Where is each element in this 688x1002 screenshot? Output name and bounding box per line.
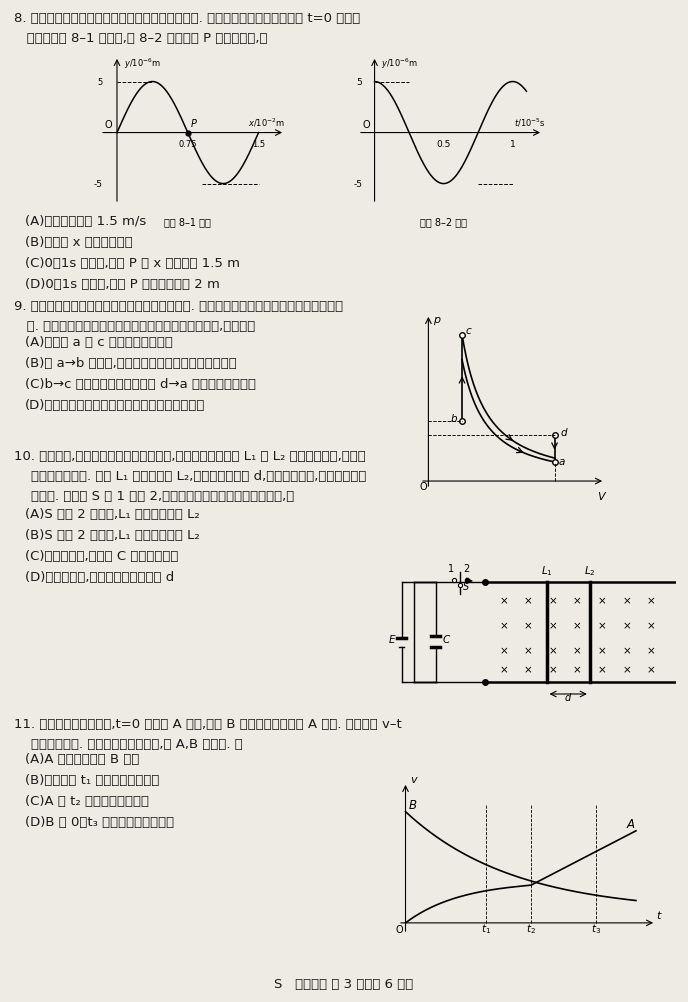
Text: $\it{b}$: $\it{b}$ [450, 411, 458, 423]
Text: $C$: $C$ [442, 633, 451, 645]
Text: (C)0～1s 时间内,质点 P 沿 x 轴运动了 1.5 m: (C)0～1s 时间内,质点 P 沿 x 轴运动了 1.5 m [25, 257, 240, 270]
Text: ×: × [499, 664, 508, 674]
Text: $\it{c}$: $\it{c}$ [465, 326, 473, 336]
Text: -5: -5 [353, 180, 362, 189]
Text: ×: × [548, 595, 557, 605]
Text: $t_3$: $t_3$ [591, 921, 601, 935]
Text: $L_2$: $L_2$ [584, 564, 596, 578]
Text: ×: × [623, 664, 631, 674]
Text: ×: × [499, 595, 508, 605]
Text: $t$/10$^{-5}$s: $t$/10$^{-5}$s [514, 117, 546, 129]
Text: $V$: $V$ [596, 490, 607, 501]
Text: 5: 5 [98, 78, 103, 87]
Text: $v$: $v$ [409, 775, 418, 785]
Text: (D)在一次循环过程中吸收的热量小于放出的热量: (D)在一次循环过程中吸收的热量小于放出的热量 [25, 399, 206, 412]
Text: (D)运动稳定后,两棒之间的距离大于 d: (D)运动稳定后,两棒之间的距离大于 d [25, 570, 174, 583]
Text: (B)S 拨到 2 的瞬间,L₁ 的加速度大于 L₂: (B)S 拨到 2 的瞬间,L₁ 的加速度大于 L₂ [25, 528, 200, 541]
Text: ×: × [623, 645, 631, 655]
Text: ×: × [598, 664, 606, 674]
Text: 11. 带电粒子碰撞实验中,t=0 时粒子 A 静止,粒子 B 以一定的初速度向 A 运动. 两粒子的 v–t: 11. 带电粒子碰撞实验中,t=0 时粒子 A 静止,粒子 B 以一定的初速度向… [14, 717, 402, 730]
Text: ×: × [524, 645, 533, 655]
Text: 5: 5 [356, 78, 362, 87]
Text: 垂直且接触良好. 已知 L₁ 的电阻大于 L₂,两棒间的距离为 d,不计导轨电阻,忽略电流产生: 垂直且接触良好. 已知 L₁ 的电阻大于 L₂,两棒间的距离为 d,不计导轨电阻… [14, 470, 367, 483]
Text: O: O [105, 120, 112, 130]
Text: ×: × [573, 664, 582, 674]
Text: ×: × [524, 620, 533, 630]
Text: ×: × [647, 664, 656, 674]
Text: $A$: $A$ [626, 818, 636, 831]
Text: 9. 某汽车的四冲程内燃机利用奥托循环进行工作. 该循环由两个绝热过程和两个等容过程组: 9. 某汽车的四冲程内燃机利用奥托循环进行工作. 该循环由两个绝热过程和两个等容… [14, 300, 343, 313]
Text: $d$: $d$ [564, 690, 572, 702]
Text: ×: × [548, 664, 557, 674]
Text: (A)A 粒子质量小于 B 粒子: (A)A 粒子质量小于 B 粒子 [25, 753, 140, 766]
Text: $L_1$: $L_1$ [541, 564, 552, 578]
Text: (C)A 在 t₂ 时刻的加速度最大: (C)A 在 t₂ 时刻的加速度最大 [25, 795, 149, 808]
Text: 0.75: 0.75 [178, 139, 197, 148]
Text: -5: -5 [94, 180, 103, 189]
Text: $y$/10$^{-6}$m: $y$/10$^{-6}$m [124, 57, 161, 71]
Text: 8. 渔船上的声呐利用超声波来探测远方鱼群的方位. 某渔船发出的一列超声波在 t=0 时的波: 8. 渔船上的声呐利用超声波来探测远方鱼群的方位. 某渔船发出的一列超声波在 t… [14, 12, 361, 25]
Text: $B$: $B$ [408, 799, 418, 812]
Text: ×: × [598, 595, 606, 605]
Text: (D)B 在 0～t₃ 时间内动能一直减小: (D)B 在 0～t₃ 时间内动能一直减小 [25, 816, 174, 829]
Text: 1: 1 [510, 139, 515, 148]
Text: $x$/10$^{-2}$m: $x$/10$^{-2}$m [248, 117, 285, 129]
Text: 成. 如图所示为一定质量的理想气体所经历的奥托循环,则该气体: 成. 如图所示为一定质量的理想气体所经历的奥托循环,则该气体 [14, 320, 255, 333]
Text: ×: × [524, 595, 533, 605]
Text: O: O [362, 120, 369, 130]
Text: (B)在 a→b 过程中,外界对其做的功全部用于增加内能: (B)在 a→b 过程中,外界对其做的功全部用于增加内能 [25, 357, 237, 370]
Text: O: O [420, 482, 428, 492]
Text: ×: × [647, 620, 656, 630]
Text: O: O [396, 924, 403, 934]
Text: 2: 2 [464, 563, 470, 573]
Text: $t$: $t$ [656, 909, 663, 921]
Text: ×: × [623, 595, 631, 605]
Text: $p$: $p$ [433, 315, 442, 327]
Text: $y$/10$^{-6}$m: $y$/10$^{-6}$m [381, 57, 418, 71]
Text: ×: × [598, 645, 606, 655]
Text: 0.5: 0.5 [436, 139, 451, 148]
Text: S   物理试卷 第 3 页（共 6 页）: S 物理试卷 第 3 页（共 6 页） [275, 977, 413, 990]
Text: ×: × [623, 620, 631, 630]
Text: ×: × [499, 645, 508, 655]
Text: ×: × [548, 645, 557, 655]
Text: (B)该波沿 x 轴负方向传播: (B)该波沿 x 轴负方向传播 [25, 235, 133, 248]
Text: 1: 1 [448, 563, 454, 573]
Text: (B)两粒子在 t₁ 时刻的电势能最大: (B)两粒子在 t₁ 时刻的电势能最大 [25, 774, 160, 787]
Text: $S$: $S$ [462, 580, 470, 592]
Text: (C)b→c 过程中增加的内能小于 d→a 过程中减少的内能: (C)b→c 过程中增加的内能小于 d→a 过程中减少的内能 [25, 378, 256, 391]
Text: 的磁场. 将开关 S 从 1 拨到 2,两棒运动一段时间后达到稳定状态,则: 的磁场. 将开关 S 从 1 拨到 2,两棒运动一段时间后达到稳定状态,则 [14, 490, 294, 502]
Text: 1.5: 1.5 [252, 139, 265, 148]
Text: ×: × [573, 595, 582, 605]
Text: ×: × [598, 620, 606, 630]
Text: 10. 如图所示,光滑的平行长导轨水平放置,质量相等的导体棒 L₁ 和 L₂ 静止在导轨上,与导轨: 10. 如图所示,光滑的平行长导轨水平放置,质量相等的导体棒 L₁ 和 L₂ 静… [14, 450, 366, 463]
Text: ×: × [524, 664, 533, 674]
Text: 图像如图所示. 仅考虑静电力的作用,且 A,B 未接触. 则: 图像如图所示. 仅考虑静电力的作用,且 A,B 未接触. 则 [14, 737, 243, 750]
Text: $\it{d}$: $\it{d}$ [559, 426, 568, 438]
Text: （题 8–1 图）: （题 8–1 图） [164, 217, 211, 227]
Text: ×: × [548, 620, 557, 630]
Text: (A)该波的波速为 1.5 m/s: (A)该波的波速为 1.5 m/s [25, 214, 147, 227]
Text: （题 8–2 图）: （题 8–2 图） [420, 217, 467, 227]
Text: 动图像如题 8–1 图所示,题 8–2 图为质点 P 的振动图像,则: 动图像如题 8–1 图所示,题 8–2 图为质点 P 的振动图像,则 [14, 32, 268, 45]
Text: (A)在状态 a 和 c 时的内能可能相等: (A)在状态 a 和 c 时的内能可能相等 [25, 336, 173, 349]
Text: $t_1$: $t_1$ [481, 921, 491, 935]
Text: $t_2$: $t_2$ [526, 921, 536, 935]
Text: (D)0～1s 时间内,质点 P 运动的路程为 2 m: (D)0～1s 时间内,质点 P 运动的路程为 2 m [25, 278, 220, 291]
Text: $\it{a}$: $\it{a}$ [558, 456, 566, 466]
Text: $E$: $E$ [388, 633, 396, 645]
Text: $P$: $P$ [190, 117, 197, 129]
Text: (A)S 拨到 2 的瞬间,L₁ 中的电流大于 L₂: (A)S 拨到 2 的瞬间,L₁ 中的电流大于 L₂ [25, 507, 200, 520]
Text: ×: × [499, 620, 508, 630]
Text: ×: × [573, 620, 582, 630]
Text: ×: × [647, 645, 656, 655]
Text: ×: × [573, 645, 582, 655]
Text: (C)运动稳定后,电容器 C 的电荷量为零: (C)运动稳定后,电容器 C 的电荷量为零 [25, 549, 178, 562]
Text: ×: × [647, 595, 656, 605]
